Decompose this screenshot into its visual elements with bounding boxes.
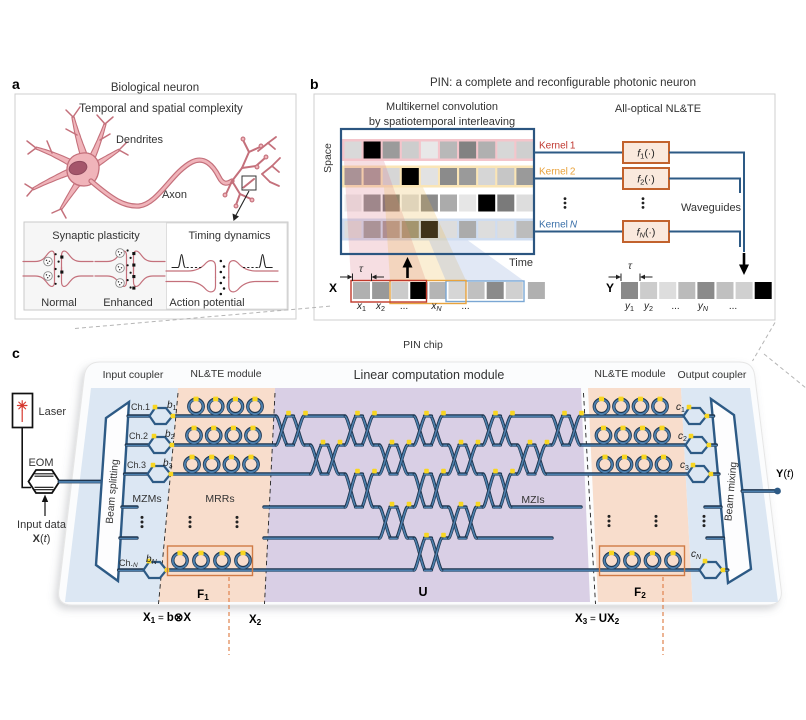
svg-text:Biological neuron: Biological neuron: [111, 82, 199, 94]
svg-text:NL&TE module: NL&TE module: [594, 368, 665, 380]
svg-text:EOM: EOM: [28, 457, 53, 469]
svg-text:Input coupler: Input coupler: [103, 369, 164, 381]
svg-text:Action potential: Action potential: [169, 297, 244, 309]
svg-text:Waveguides: Waveguides: [681, 202, 742, 214]
svg-text:X3 = UX2: X3 = UX2: [575, 613, 620, 626]
svg-text:Axon: Axon: [162, 189, 187, 201]
svg-text:MZIs: MZIs: [521, 494, 544, 506]
svg-text:F1: F1: [197, 589, 209, 602]
svg-text:MZMs: MZMs: [132, 493, 161, 505]
svg-text:yN: yN: [697, 301, 709, 313]
svg-text:X(t): X(t): [33, 533, 51, 545]
svg-text:Ch.1: Ch.1: [131, 402, 150, 412]
svg-text:f2(·): f2(·): [637, 174, 655, 187]
svg-text:F2: F2: [634, 587, 646, 600]
svg-text:Ch.3: Ch.3: [127, 460, 146, 470]
svg-text:τ: τ: [359, 263, 364, 275]
svg-text:Laser: Laser: [39, 406, 67, 418]
svg-text:All-optical NL&TE: All-optical NL&TE: [615, 103, 701, 115]
svg-text:PIN: a complete and reconfigur: PIN: a complete and reconfigurable photo…: [430, 77, 696, 89]
svg-text:Temporal and spatial complexit: Temporal and spatial complexity: [79, 103, 243, 115]
svg-text:Kernel 2: Kernel 2: [539, 167, 576, 178]
svg-text:by spatiotemporal interleaving: by spatiotemporal interleaving: [369, 116, 515, 128]
svg-text:Synaptic plasticity: Synaptic plasticity: [52, 230, 140, 242]
svg-text:Timing dynamics: Timing dynamics: [188, 230, 271, 242]
svg-text:Y: Y: [606, 281, 614, 295]
svg-text:MRRs: MRRs: [205, 493, 234, 505]
svg-text:Normal: Normal: [41, 297, 76, 309]
svg-text:fN(·): fN(·): [637, 227, 656, 240]
svg-text:NL&TE module: NL&TE module: [190, 368, 261, 380]
svg-text:Enhanced: Enhanced: [103, 297, 153, 309]
svg-text:x2: x2: [375, 301, 385, 313]
svg-text:Space: Space: [322, 143, 334, 173]
svg-text:Ch.2: Ch.2: [129, 431, 148, 441]
svg-text:f1(·): f1(·): [637, 148, 655, 161]
svg-text:c1: c1: [676, 402, 685, 414]
svg-text:x1: x1: [356, 301, 366, 313]
svg-text:...: ...: [400, 301, 408, 312]
svg-text:X: X: [329, 281, 337, 295]
svg-text:c2: c2: [678, 431, 687, 443]
svg-text:Ch.N: Ch.N: [119, 558, 138, 569]
svg-text:Output coupler: Output coupler: [678, 369, 747, 381]
svg-text:b3: b3: [163, 458, 173, 470]
svg-text:Multikernel convolution: Multikernel convolution: [386, 101, 498, 113]
svg-text:cN: cN: [691, 549, 702, 561]
svg-text:Time: Time: [509, 257, 533, 269]
svg-text:PIN chip: PIN chip: [403, 339, 443, 351]
svg-text:c: c: [12, 345, 20, 361]
svg-text:a: a: [12, 76, 20, 92]
svg-text:Kernel 1: Kernel 1: [539, 141, 576, 152]
svg-text:b2: b2: [165, 429, 175, 441]
svg-text:...: ...: [461, 301, 469, 312]
svg-text:Y(t): Y(t): [776, 468, 794, 480]
svg-text:b: b: [310, 76, 319, 92]
svg-text:b1: b1: [167, 400, 177, 412]
svg-text:τ: τ: [628, 260, 633, 272]
svg-text:Input data: Input data: [17, 519, 67, 531]
svg-text:c3: c3: [680, 460, 689, 472]
svg-text:U: U: [418, 585, 427, 599]
svg-text:X2: X2: [249, 614, 262, 627]
svg-text:...: ...: [671, 301, 679, 312]
svg-text:y2: y2: [643, 301, 653, 313]
svg-text:bN: bN: [146, 554, 158, 566]
svg-text:Kernel N: Kernel N: [539, 220, 578, 231]
svg-text:xN: xN: [430, 301, 442, 313]
svg-text:y1: y1: [624, 301, 634, 313]
svg-text:...: ...: [729, 301, 737, 312]
svg-text:X1 = b⊗X: X1 = b⊗X: [143, 612, 191, 625]
svg-text:Beam mixing: Beam mixing: [723, 461, 739, 522]
svg-text:Dendrites: Dendrites: [116, 134, 164, 146]
svg-text:Linear computation module: Linear computation module: [354, 368, 505, 382]
